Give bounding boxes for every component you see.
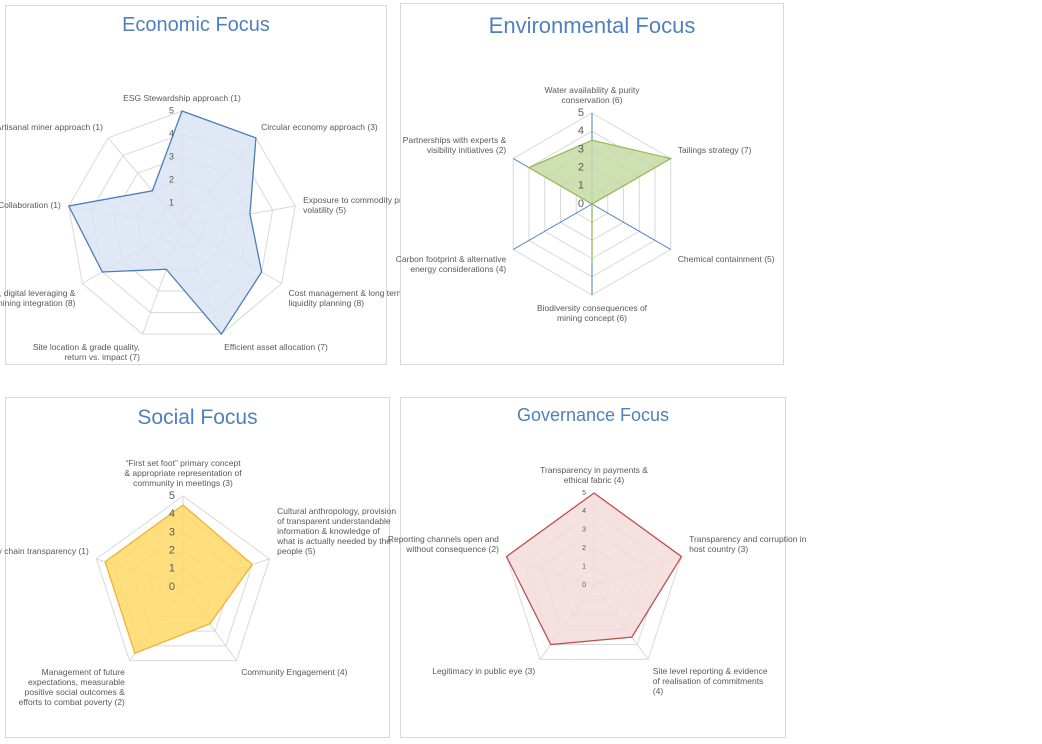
tick-label: 3 [578, 143, 584, 155]
tick-label: 4 [578, 125, 584, 137]
category-label: Efficient asset allocation (7) [224, 341, 328, 352]
radar-area [505, 492, 683, 646]
chart: 1 2 3 4 5 [67, 105, 296, 336]
tick-label: 2 [169, 174, 174, 184]
spoke [591, 203, 672, 250]
tick-label: 5 [169, 105, 174, 115]
chart-title: Social Focus [137, 406, 258, 429]
chart-panel: 0 1 2 3 4 5 Governance Focus Transparency in pa… [388, 397, 806, 738]
category-label: Circular economy approach (3) [261, 121, 378, 132]
chart-title: Governance Focus [516, 405, 670, 425]
category-label: Tailings strategy (7) [677, 144, 752, 155]
tick-label: 3 [169, 526, 175, 538]
tick-label: 1 [578, 180, 584, 192]
category-label: Biodiversity consequences of mining conc… [536, 303, 648, 323]
category-label: Legitimacy in public eye (3) [432, 665, 536, 676]
category-label: Exposure to commodity price volatility (… [303, 194, 413, 215]
radar-area [527, 139, 673, 265]
category-label: Supply chain transparency (1) [0, 546, 89, 557]
category-label: Reporting channels open and without cons… [387, 534, 499, 555]
grid-ring [90, 133, 274, 313]
category-label: Artisanal miner approach (1) [0, 121, 103, 132]
chart-panel: 0 1 2 3 4 5 Environmental Focus Water availabil… [396, 3, 784, 365]
grid-ring [68, 110, 296, 335]
category-label: Site level reporting & evidence of reali… [652, 665, 768, 696]
radar-area [104, 504, 254, 655]
category-label: Mine safety, digital leveraging & intell… [0, 287, 76, 308]
chart-title: Environmental Focus [488, 13, 696, 38]
tick-label: 1 [582, 563, 586, 570]
category-label: Collaboration (1) [0, 199, 61, 210]
chart: 0 1 2 3 4 5 [512, 107, 673, 296]
category-label: Transparency and corruption in host coun… [689, 534, 807, 555]
chart-panel: 1 2 3 4 5 Economic Focus ESG Stewardship appro… [0, 5, 413, 365]
spoke [512, 203, 593, 250]
chart-title: Economic Focus [122, 14, 270, 36]
tick-label: 1 [169, 197, 174, 207]
category-label: Transparency in payments & ethical fabri… [540, 465, 648, 485]
tick-label: 0 [582, 582, 586, 589]
tick-label: 4 [169, 128, 174, 138]
tick-label: 3 [169, 151, 174, 161]
tick-label: 1 [169, 563, 175, 575]
tick-label: 3 [582, 527, 586, 534]
tick-label: 5 [578, 107, 584, 119]
category-label: Community Engagement (4) [241, 667, 348, 678]
tick-label: 2 [582, 545, 586, 552]
radar-area [67, 110, 263, 336]
tick-label: 5 [582, 490, 586, 497]
chart-panel: 0 1 2 3 4 5 Social Focus “First set foot” prima… [0, 397, 396, 738]
grid-ring [95, 495, 271, 662]
category-label: Carbon footprint & alternative energy co… [395, 253, 507, 274]
tick-label: 5 [169, 490, 175, 502]
category-label: Site location & grade quality, return vs… [32, 341, 140, 362]
category-label: Management of future expectations, measu… [18, 667, 125, 708]
tick-label: 2 [578, 162, 584, 174]
tick-label: 2 [169, 545, 175, 557]
tick-label: 0 [578, 198, 584, 210]
chart: 0 1 2 3 4 5 [95, 490, 271, 662]
category-label: Cost management & long term liquidity pl… [288, 287, 404, 308]
category-label: ESG Stewardship approach (1) [123, 93, 241, 103]
category-label: Water availability & purity conservation… [544, 85, 640, 105]
category-label: “First set foot” primary concept & appro… [124, 458, 242, 488]
category-label: Partnerships with experts & visibility i… [402, 134, 507, 155]
tick-label: 0 [169, 581, 175, 593]
category-label: Chemical containment (5) [677, 253, 775, 264]
tick-label: 4 [169, 508, 175, 520]
chart: 0 1 2 3 4 5 [505, 490, 683, 660]
tick-label: 4 [582, 508, 586, 515]
category-label: Cultural anthropology, provision of tran… [277, 506, 397, 557]
